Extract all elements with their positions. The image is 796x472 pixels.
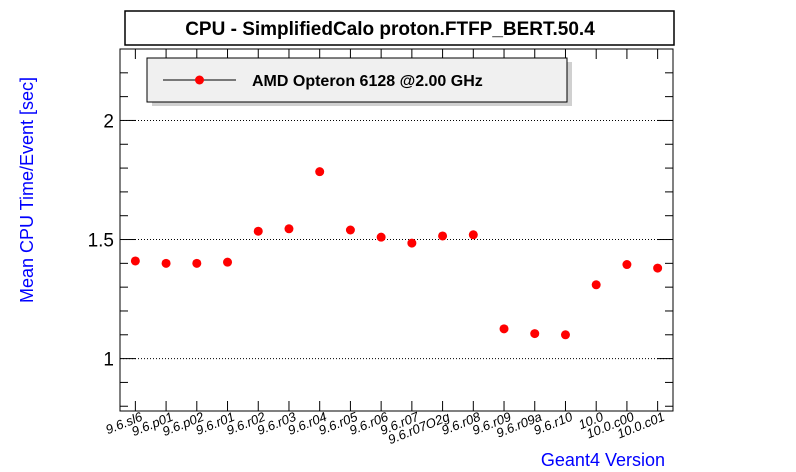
- y-axis-title: Mean CPU Time/Event [sec]: [17, 77, 37, 303]
- grid-layer: [120, 119, 673, 360]
- data-point: [315, 167, 325, 177]
- data-point: [284, 224, 294, 234]
- legend-marker: [195, 75, 204, 85]
- data-point: [407, 238, 417, 248]
- chart-title: CPU - SimplifiedCalo proton.FTFP_BERT.50…: [185, 19, 595, 40]
- legend-entry-label: AMD Opteron 6128 @2.00 GHz: [252, 73, 483, 90]
- data-point: [161, 258, 171, 268]
- data-point: [591, 280, 601, 290]
- legend: AMD Opteron 6128 @2.00 GHz: [146, 57, 572, 106]
- data-point: [345, 225, 355, 235]
- data-point: [530, 329, 540, 339]
- title-box: CPU - SimplifiedCalo proton.FTFP_BERT.50…: [124, 10, 675, 46]
- y-tick-label: 1.5: [88, 231, 114, 252]
- y-tick-label: 1: [103, 350, 114, 371]
- data-point: [468, 230, 478, 240]
- data-point: [499, 324, 509, 334]
- data-point: [622, 260, 632, 270]
- x-axis-title: Geant4 Version: [541, 450, 665, 470]
- tick-layer: [120, 48, 673, 411]
- x-tick-labels: 9.6.sl69.6.p019.6.p029.6.r019.6.r029.6.r…: [103, 409, 666, 448]
- data-point: [376, 232, 386, 242]
- data-point: [253, 226, 263, 236]
- y-tick-label: 2: [103, 111, 114, 132]
- data-point: [130, 256, 140, 266]
- y-tick-labels: 11.52: [88, 111, 114, 370]
- data-point: [653, 263, 663, 273]
- plot-frame: [119, 48, 674, 412]
- data-points: [130, 167, 663, 340]
- data-point: [438, 231, 448, 241]
- data-point: [560, 330, 570, 340]
- data-point: [192, 258, 202, 268]
- data-point: [223, 257, 233, 267]
